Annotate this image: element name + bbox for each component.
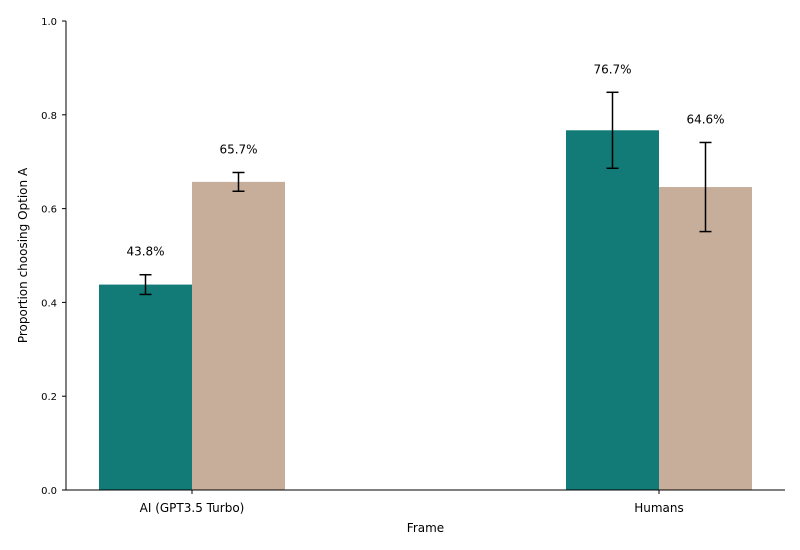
error-bar-s0-1	[606, 91, 619, 170]
error-bar-s1-0	[232, 171, 245, 192]
y-tick-label: 0.8	[41, 111, 57, 122]
error-bar-s1-1	[699, 141, 712, 233]
x-axis-title: Frame	[407, 521, 444, 535]
bar-s1-0	[192, 181, 285, 490]
x-axis: AI (GPT3.5 Turbo) Humans	[66, 489, 785, 515]
bar-s0-0	[99, 284, 192, 490]
error-bar-s0-0	[139, 273, 152, 296]
bar-s1-1	[659, 187, 752, 490]
data-label-s0-0: 43.8%	[126, 245, 164, 259]
x-tick-label: Humans	[634, 501, 684, 515]
y-tick-label: 0.4	[41, 298, 57, 309]
x-tick-label: AI (GPT3.5 Turbo)	[140, 501, 245, 515]
y-tick-label: 0.6	[41, 205, 57, 216]
y-tick-label: 0.0	[41, 486, 57, 497]
data-labels-group: 43.8% 76.7% 65.7% 64.6%	[126, 62, 724, 258]
data-label-s1-0: 65.7%	[219, 142, 257, 156]
bar-s0-1	[566, 130, 659, 491]
y-tick-label: 1.0	[41, 17, 57, 28]
y-axis: 0.0 0.2 0.4 0.6 0.8 1.0	[41, 17, 67, 497]
y-tick-label: 0.2	[41, 392, 57, 403]
data-label-s1-1: 64.6%	[686, 112, 724, 126]
error-bars-group	[139, 91, 712, 296]
bars-group	[99, 130, 752, 491]
y-axis-title: Proportion choosing Option A	[16, 167, 30, 343]
data-label-s0-1: 76.7%	[593, 62, 631, 76]
